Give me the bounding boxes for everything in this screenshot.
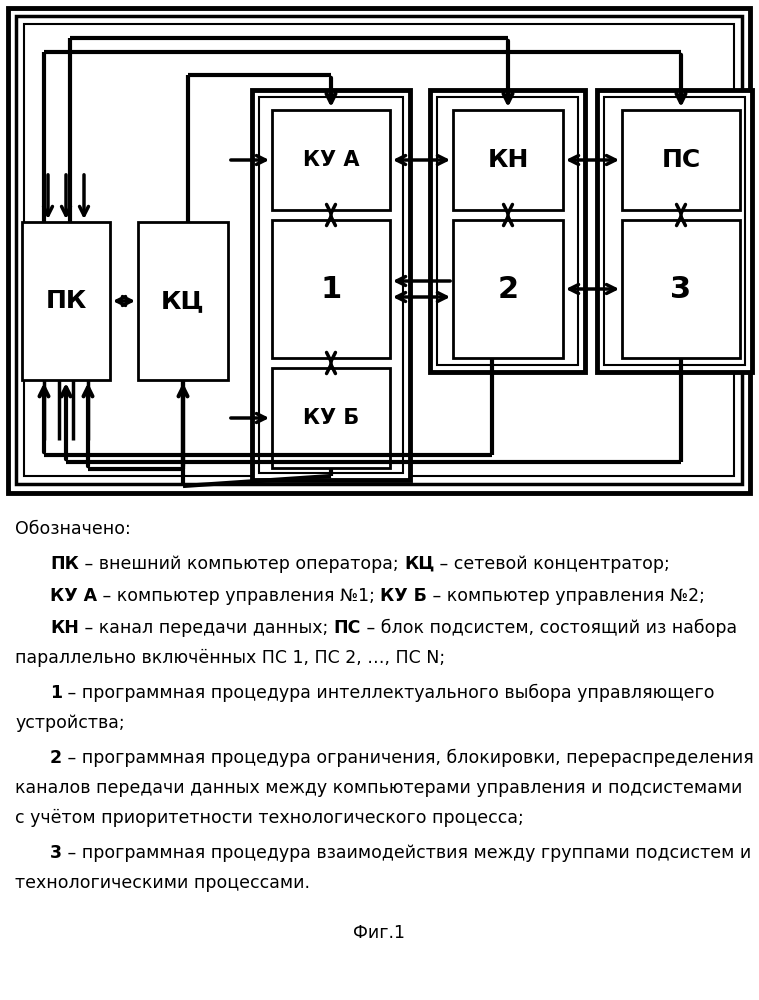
Text: ПС: ПС xyxy=(661,148,701,172)
Text: – канал передачи данных;: – канал передачи данных; xyxy=(79,619,334,637)
Bar xyxy=(453,220,563,358)
Text: – программная процедура ограничения, блокировки, перераспределения: – программная процедура ограничения, бло… xyxy=(62,749,754,767)
Text: КН: КН xyxy=(50,619,79,637)
Bar xyxy=(272,368,390,468)
Text: – внешний компьютер оператора;: – внешний компьютер оператора; xyxy=(79,555,404,573)
Bar xyxy=(259,97,403,473)
Text: Фиг.1: Фиг.1 xyxy=(354,924,405,942)
Text: – блок подсистем, состоящий из набора: – блок подсистем, состоящий из набора xyxy=(361,619,737,637)
Bar xyxy=(453,110,563,210)
Text: – компьютер управления №2;: – компьютер управления №2; xyxy=(427,587,705,605)
Text: с учётом приоритетности технологического процесса;: с учётом приоритетности технологического… xyxy=(15,809,524,827)
Text: ПС: ПС xyxy=(334,619,361,637)
Text: параллельно включённых ПС 1, ПС 2, …, ПС N;: параллельно включённых ПС 1, ПС 2, …, ПС… xyxy=(15,649,445,667)
Text: 1: 1 xyxy=(50,684,62,702)
Text: КЦ: КЦ xyxy=(161,289,205,313)
Text: ПК: ПК xyxy=(50,555,79,573)
Bar xyxy=(604,97,745,365)
Text: устройства;: устройства; xyxy=(15,714,124,732)
Text: 3: 3 xyxy=(50,844,62,862)
Text: КН: КН xyxy=(487,148,529,172)
Bar xyxy=(430,90,585,372)
Text: – программная процедура взаимодействия между группами подсистем и: – программная процедура взаимодействия м… xyxy=(62,844,751,862)
Bar xyxy=(16,16,742,484)
Text: ПК: ПК xyxy=(46,289,87,313)
Bar xyxy=(272,110,390,210)
Bar xyxy=(622,110,740,210)
Text: – программная процедура интеллектуального выбора управляющего: – программная процедура интеллектуальног… xyxy=(62,684,715,702)
Text: КУ А: КУ А xyxy=(50,587,97,605)
Bar xyxy=(272,220,390,358)
Text: 3: 3 xyxy=(670,274,691,304)
Bar xyxy=(597,90,752,372)
Bar xyxy=(8,8,750,493)
Bar xyxy=(437,97,578,365)
Text: – компьютер управления №1;: – компьютер управления №1; xyxy=(97,587,380,605)
Bar xyxy=(138,222,228,380)
Text: 1: 1 xyxy=(320,274,342,304)
Text: КУ А: КУ А xyxy=(303,150,359,170)
Text: – сетевой концентратор;: – сетевой концентратор; xyxy=(434,555,670,573)
Text: КУ Б: КУ Б xyxy=(303,408,359,428)
Bar xyxy=(24,24,734,476)
Bar xyxy=(22,222,110,380)
Bar xyxy=(252,90,410,480)
Text: КУ Б: КУ Б xyxy=(380,587,427,605)
Text: КЦ: КЦ xyxy=(404,555,434,573)
Text: Обозначено:: Обозначено: xyxy=(15,520,131,538)
Text: каналов передачи данных между компьютерами управления и подсистемами: каналов передачи данных между компьютера… xyxy=(15,779,742,797)
Bar xyxy=(622,220,740,358)
Text: 2: 2 xyxy=(50,749,62,767)
Text: 2: 2 xyxy=(497,274,518,304)
Text: технологическими процессами.: технологическими процессами. xyxy=(15,874,310,892)
